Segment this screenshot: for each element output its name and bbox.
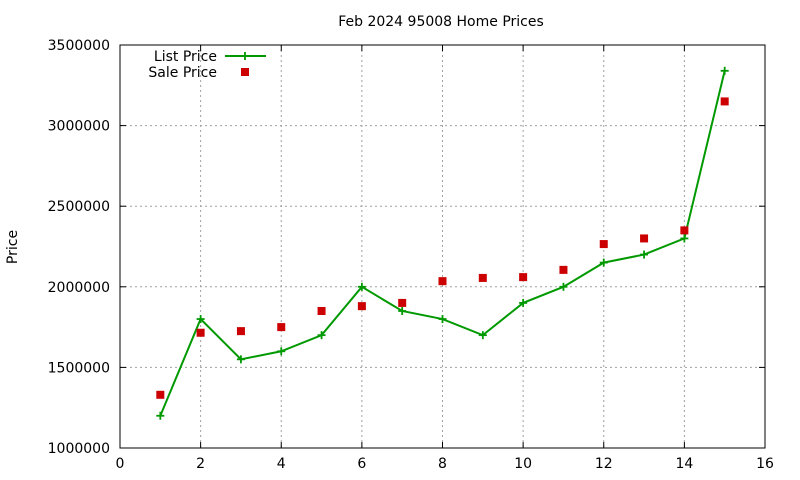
legend-square-swatch [241,68,249,76]
list-price-point [599,258,608,267]
list-price-point [680,234,689,243]
x-tick-label: 2 [196,456,205,472]
sale-price-point [196,328,205,337]
legend-label: Sale Price [148,65,217,81]
sale-price-point [317,306,326,315]
y-tick-label: 1000000 [48,441,110,457]
sale-price-point [519,273,528,282]
sale-price-point [680,226,689,235]
list-price-point [277,347,286,356]
list-price-point [236,355,245,364]
sale-price-point [478,273,487,282]
series-sale-price [156,97,729,399]
x-tick-label: 16 [756,456,774,472]
sale-price-point [640,234,649,243]
list-price-point [156,411,165,420]
x-tick-label: 10 [514,456,532,472]
legend-label: List Price [154,49,217,65]
sale-price-point [559,265,568,274]
x-tick-label: 14 [675,456,693,472]
sale-price-point [277,323,286,332]
plot-frame [119,44,766,449]
list-price-point [357,282,366,291]
sale-price-point [720,97,729,106]
list-price-point [478,331,487,340]
x-tick-label: 4 [277,456,286,472]
axis-ticks: 0 2 4 6 8 10 12 14 16 1000000 1500000 2000000 250000… [48,38,774,472]
data-series [156,66,729,420]
sale-price-point [357,302,366,311]
y-tick-label: 3500000 [48,38,110,54]
y-tick-label: 2000000 [48,280,110,296]
grid-lines [120,45,765,448]
x-tick-label: 6 [357,456,366,472]
list-price-line [159,70,726,417]
y-tick-label: 1500000 [48,360,110,376]
list-price-point [519,298,528,307]
y-tick-label: 3000000 [48,119,110,135]
x-tick-label: 12 [595,456,613,472]
series-list-price [156,66,729,420]
list-price-point [640,250,649,259]
list-price-point [398,306,407,315]
list-price-point [317,331,326,340]
x-tick-label: 8 [438,456,447,472]
x-tick-label: 0 [116,456,125,472]
list-price-point [438,315,447,324]
y-axis-label: Price [5,230,21,264]
sale-price-point [398,298,407,307]
list-price-point [559,282,568,291]
sale-price-point [156,390,165,399]
list-price-point [196,315,205,324]
list-price-point [720,66,729,75]
sale-price-point [438,277,447,286]
sale-price-point [599,240,608,249]
y-tick-label: 2500000 [48,199,110,215]
sale-price-point [236,327,245,336]
legend-plus-marker [241,52,249,60]
chart-title: Feb 2024 95008 Home Prices [338,14,544,30]
